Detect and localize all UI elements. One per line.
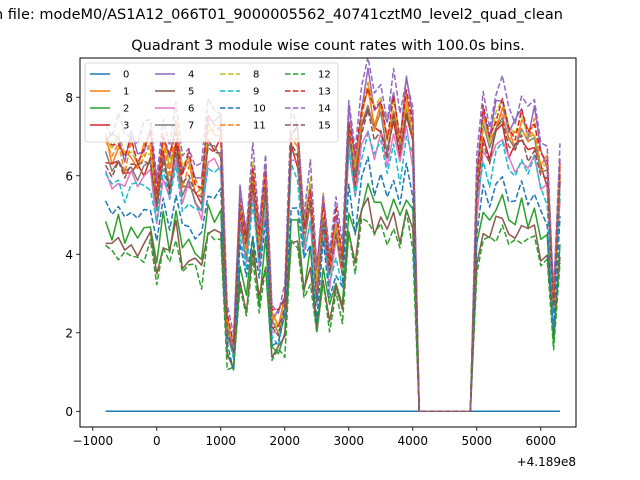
y-tick-label: 2 [65, 326, 73, 340]
series-line-6 [104, 124, 561, 413]
legend-label-7: 7 [188, 121, 194, 132]
chart-title: n file: modeM0/AS1A12_066T01_9000005562_… [0, 7, 563, 23]
x-axis-offset-label: +4.189e8 [517, 455, 576, 469]
series-line-9 [104, 132, 561, 413]
y-tick-label: 8 [65, 91, 73, 105]
axes-frame [79, 57, 577, 428]
x-tick-label: −1000 [73, 434, 114, 448]
legend-label-5: 5 [188, 87, 194, 98]
legend-label-8: 8 [253, 70, 259, 81]
x-tick-label: 0 [153, 434, 161, 448]
x-tick-label: 5000 [462, 434, 493, 448]
legend-label-11: 11 [253, 121, 266, 132]
x-axis-ticks: −1000 0 1000 2000 3000 4000 5000 6000 [73, 427, 557, 448]
legend-label-15: 15 [318, 121, 331, 132]
series-line-5 [105, 197, 561, 413]
legend-label-6: 6 [188, 104, 194, 115]
series-line-15 [104, 109, 561, 413]
x-tick-label: 4000 [398, 434, 429, 448]
legend-label-3: 3 [123, 121, 129, 132]
series-line-11 [104, 81, 561, 413]
x-tick-label: 1000 [206, 434, 237, 448]
series-line-10 [104, 156, 561, 413]
legend-label-10: 10 [253, 104, 266, 115]
legend-label-1: 1 [123, 87, 129, 98]
legend-label-12: 12 [318, 70, 331, 81]
chart-subtitle: Quadrant 3 module wise count rates with … [131, 38, 525, 54]
legend-label-9: 9 [253, 87, 259, 98]
x-tick-label: 3000 [334, 434, 365, 448]
series-line-8 [104, 82, 561, 413]
series-group [104, 58, 561, 413]
series-line-13 [105, 87, 561, 413]
legend-box [84, 62, 339, 143]
y-tick-label: 4 [65, 248, 73, 262]
legend-label-2: 2 [123, 104, 129, 115]
series-line-2 [104, 182, 561, 413]
y-tick-label: 0 [65, 405, 73, 419]
legend-label-14: 14 [318, 104, 331, 115]
x-tick-label: 6000 [526, 434, 557, 448]
series-line-12 [105, 210, 561, 413]
legend-label-4: 4 [188, 70, 194, 81]
y-tick-label: 6 [65, 169, 73, 183]
series-line-14 [104, 58, 561, 413]
legend-label-0: 0 [123, 70, 129, 81]
x-tick-label: 2000 [270, 434, 301, 448]
y-axis-ticks: 0 2 4 6 8 [65, 91, 80, 419]
legend-label-13: 13 [318, 87, 331, 98]
